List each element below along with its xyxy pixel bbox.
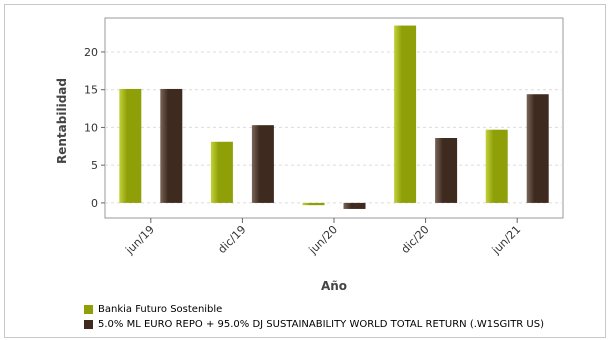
- x-axis-label: Año: [321, 279, 347, 293]
- bar-2: [526, 94, 549, 203]
- legend-swatch-2: [84, 320, 93, 329]
- legend-item-2: 5.0% ML EURO REPO + 95.0% DJ SUSTAINABIL…: [84, 317, 544, 332]
- legend-label-2: 5.0% ML EURO REPO + 95.0% DJ SUSTAINABIL…: [98, 319, 545, 330]
- bar-1: [302, 202, 325, 206]
- bar-2: [160, 88, 183, 203]
- legend-swatch-1: [84, 305, 93, 314]
- bar-1: [119, 88, 142, 203]
- y-tick-label: 15: [84, 84, 98, 97]
- x-tick-label: dic/19: [215, 223, 248, 256]
- legend-label-1: Bankia Futuro Sostenible: [98, 304, 223, 315]
- bar-2: [343, 202, 366, 209]
- x-tick-label: jun/19: [122, 223, 156, 257]
- y-tick-label: 5: [91, 159, 98, 172]
- bar-1: [485, 129, 508, 203]
- x-tick-label: jun/20: [306, 223, 340, 257]
- y-axis-label: Rentabilidad: [55, 78, 69, 164]
- y-tick-label: 20: [84, 46, 98, 59]
- bar-2: [251, 125, 274, 203]
- bar-1: [394, 25, 417, 203]
- bar-1: [210, 141, 233, 203]
- y-tick-label: 10: [84, 121, 98, 134]
- x-tick-label: dic/20: [399, 223, 432, 256]
- x-tick-label: jun/21: [489, 223, 523, 257]
- bar-2: [435, 138, 458, 203]
- legend: Bankia Futuro Sostenible 5.0% ML EURO RE…: [84, 302, 544, 332]
- legend-item-1: Bankia Futuro Sostenible: [84, 302, 544, 317]
- bar-chart: Rentabilidad Año 0 5 10 15 20 jun/19 dic/19 jun…: [55, 17, 564, 293]
- y-tick-label: 0: [91, 197, 98, 210]
